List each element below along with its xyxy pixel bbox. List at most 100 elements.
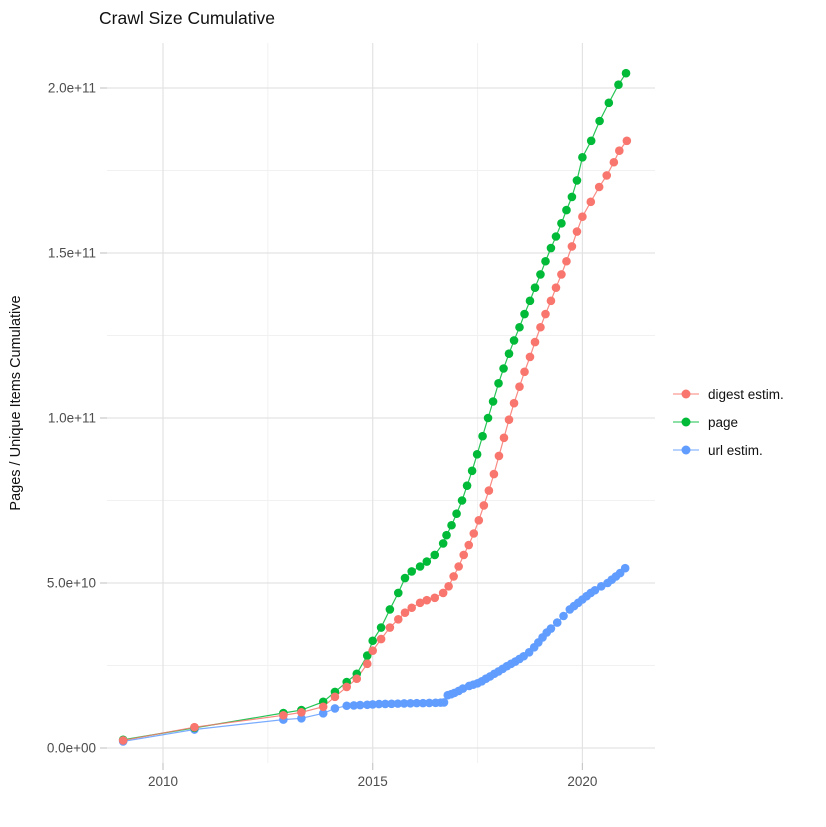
data-point-digest-estim- — [393, 615, 403, 624]
data-point-digest-estim- — [469, 529, 479, 538]
data-point-page — [578, 153, 587, 162]
data-point-digest-estim- — [594, 182, 604, 192]
data-point-digest-estim- — [342, 682, 351, 692]
data-point-page — [541, 256, 550, 266]
data-point-page — [536, 270, 545, 279]
data-point-page — [415, 562, 425, 571]
data-point-url-estim- — [590, 585, 600, 595]
y-tick-label: 1.0e+11 — [48, 411, 96, 426]
data-point-url-estim- — [318, 709, 328, 718]
data-point-digest-estim- — [438, 588, 448, 598]
data-point-page — [472, 450, 482, 459]
data-point-page — [586, 136, 596, 146]
data-point-page — [562, 205, 571, 215]
data-point-page — [483, 413, 493, 423]
data-point-digest-estim- — [509, 398, 519, 408]
data-point-url-estim- — [406, 698, 415, 708]
data-point-digest-estim- — [279, 711, 288, 720]
data-point-digest-estim- — [567, 242, 577, 251]
series-line-url-estim- — [123, 567, 626, 742]
data-point-digest-estim- — [385, 623, 395, 632]
data-point-digest-estim- — [489, 469, 499, 479]
data-point-digest-estim- — [352, 674, 362, 683]
data-point-digest-estim- — [515, 382, 524, 391]
data-point-url-estim- — [380, 699, 390, 709]
data-point-page — [457, 496, 467, 505]
data-point-digest-estim- — [318, 702, 328, 712]
data-point-digest-estim- — [541, 309, 550, 319]
chart-title: Crawl Size Cumulative — [99, 8, 276, 28]
data-point-digest-estim- — [530, 337, 540, 347]
data-point-digest-estim- — [562, 256, 571, 266]
x-tick-label: 2010 — [148, 774, 178, 789]
data-point-digest-estim- — [362, 659, 372, 669]
data-point-digest-estim- — [578, 212, 587, 221]
data-point-url-estim- — [355, 700, 365, 710]
data-point-page — [430, 550, 440, 560]
data-point-page — [368, 636, 378, 646]
data-point-digest-estim- — [551, 283, 561, 292]
data-point-url-estim- — [349, 701, 359, 710]
legend-key-page-icon — [672, 414, 700, 430]
data-point-url-estim- — [399, 699, 409, 708]
data-point-url-estim- — [439, 698, 449, 707]
data-point-digest-estim- — [622, 136, 632, 146]
data-point-digest-estim- — [609, 157, 619, 167]
data-point-url-estim- — [387, 699, 396, 709]
data-point-page — [438, 539, 448, 548]
data-point-digest-estim- — [572, 227, 582, 236]
data-point-digest-estim- — [602, 171, 612, 180]
data-point-page — [407, 567, 417, 576]
data-point-digest-estim- — [368, 646, 378, 655]
data-point-page — [530, 283, 540, 292]
data-point-page — [462, 481, 472, 490]
data-point-digest-estim- — [400, 608, 410, 617]
legend-item-digest-estim: digest estim. — [672, 380, 784, 408]
data-point-page — [488, 397, 498, 406]
data-point-page — [376, 623, 386, 632]
data-point-digest-estim- — [474, 516, 484, 525]
data-point-page — [452, 509, 461, 518]
data-point-url-estim- — [374, 699, 384, 709]
data-point-page — [499, 364, 508, 373]
legend-label: digest estim. — [708, 386, 784, 402]
data-point-url-estim- — [297, 714, 306, 723]
data-point-url-estim- — [620, 563, 630, 573]
data-point-digest-estim- — [615, 146, 624, 155]
data-point-page — [525, 296, 535, 306]
data-point-page — [551, 232, 561, 241]
y-tick-label: 5.0e+10 — [47, 576, 96, 591]
x-tick-label: 2015 — [358, 774, 388, 789]
data-point-digest-estim- — [118, 736, 128, 745]
y-tick-label: 2.0e+11 — [48, 81, 96, 96]
data-point-digest-estim- — [449, 572, 458, 581]
data-point-page — [515, 322, 524, 332]
data-point-digest-estim- — [430, 593, 440, 603]
data-point-digest-estim- — [330, 692, 340, 702]
data-point-page — [447, 520, 456, 530]
data-point-page — [422, 557, 432, 566]
data-point-page — [362, 651, 372, 660]
data-point-digest-estim- — [504, 415, 514, 424]
data-point-page — [467, 466, 477, 476]
legend-label: page — [708, 414, 739, 430]
data-point-page — [604, 98, 614, 108]
y-tick-label: 0.0e+00 — [47, 741, 96, 756]
data-point-digest-estim- — [520, 367, 529, 377]
data-point-url-estim- — [546, 624, 556, 633]
y-tick-label: 1.5e+11 — [48, 246, 96, 261]
data-point-url-estim- — [368, 700, 378, 709]
data-point-url-estim- — [418, 698, 428, 708]
data-point-page — [614, 80, 623, 89]
data-point-page — [557, 219, 566, 228]
legend-key-url-estim-icon — [672, 442, 700, 458]
data-point-digest-estim- — [499, 433, 509, 443]
legend-item-page: page — [672, 408, 784, 436]
data-point-page — [509, 336, 519, 345]
data-point-page — [385, 605, 395, 614]
data-point-digest-estim- — [546, 296, 556, 306]
data-point-digest-estim- — [190, 722, 199, 732]
data-point-digest-estim- — [422, 595, 432, 605]
